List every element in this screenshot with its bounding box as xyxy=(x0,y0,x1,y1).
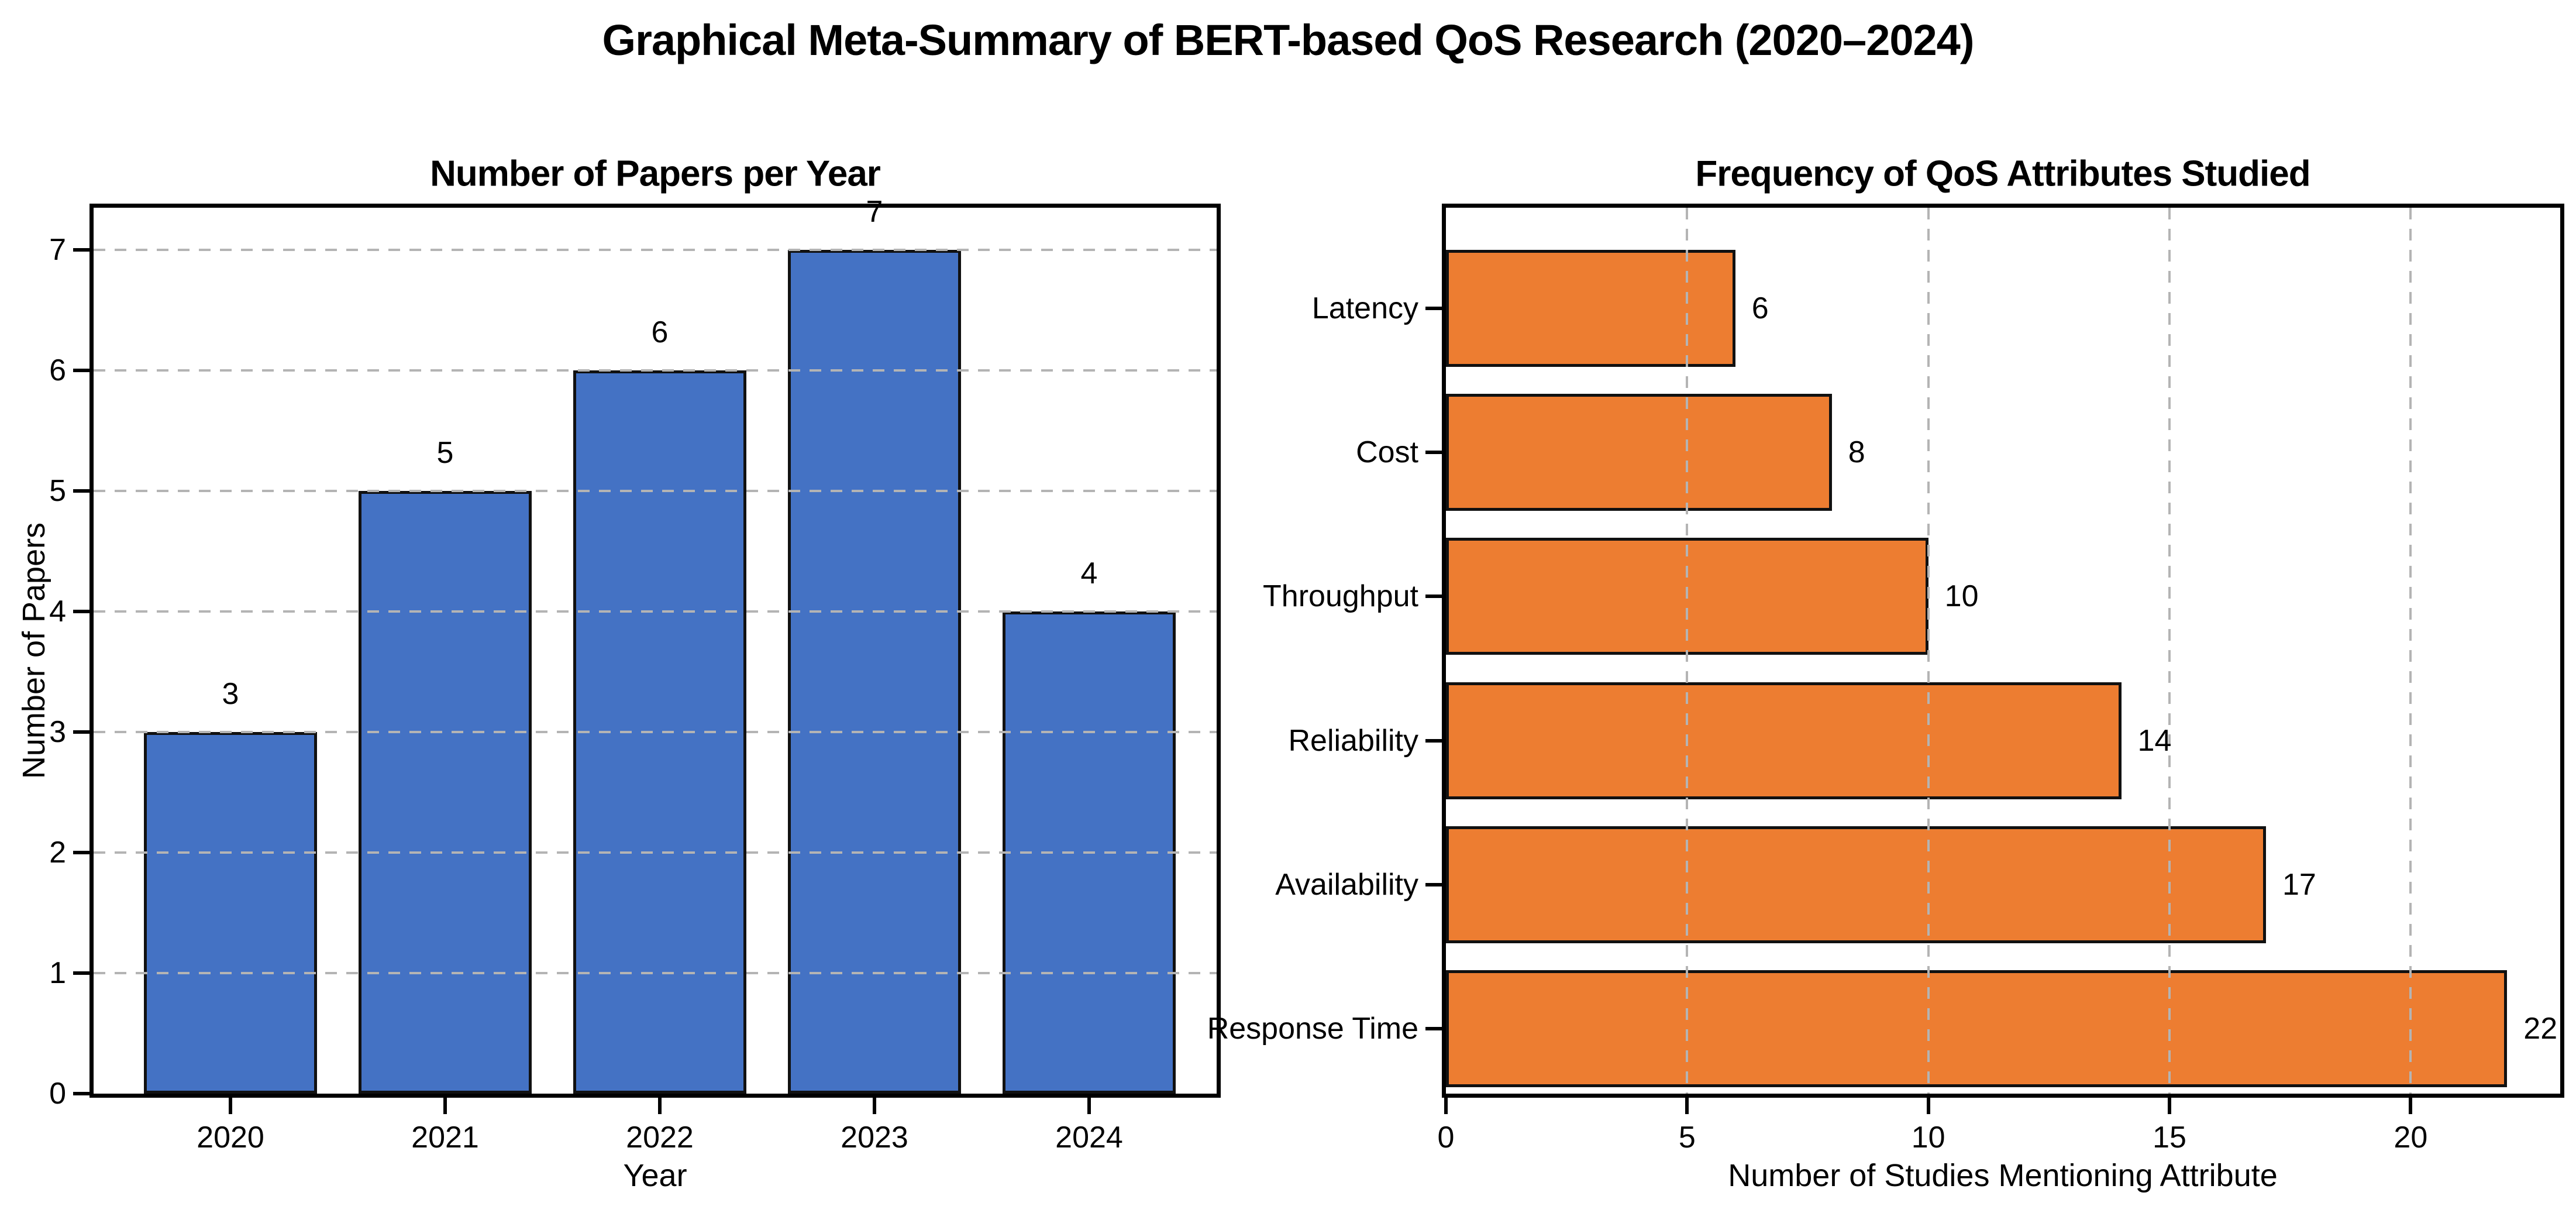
right-y-tick-mark xyxy=(1425,307,1442,310)
left-y-tick-label: 4 xyxy=(49,595,66,629)
left-y-tick-mark xyxy=(73,248,89,252)
left-y-tick-mark xyxy=(73,730,89,734)
right-x-tick-mark xyxy=(1685,1098,1689,1114)
left-y-tick-label: 6 xyxy=(49,353,66,388)
left-xaxis-title: Year xyxy=(623,1158,687,1193)
left-x-tick-label: 2024 xyxy=(1055,1121,1123,1154)
right-bar-value-label: 8 xyxy=(1848,435,1865,469)
left-x-tick-label: 2021 xyxy=(411,1121,479,1154)
right-y-tick-mark xyxy=(1425,883,1442,886)
right-xaxis-title: Number of Studies Mentioning Attribute xyxy=(1728,1158,2278,1193)
figure-title: Graphical Meta-Summary of BERT-based QoS… xyxy=(602,16,1975,64)
right-bar-value-label: 14 xyxy=(2137,724,2172,758)
left-y-tick-label: 3 xyxy=(49,715,66,750)
left-x-tick-label: 2022 xyxy=(626,1121,694,1154)
left-y-tick-label: 7 xyxy=(49,233,66,267)
left-plot-area xyxy=(89,204,1221,1098)
gridline-y-6 xyxy=(94,369,1217,372)
left-y-tick-label: 0 xyxy=(49,1077,66,1111)
left-y-tick-mark xyxy=(73,971,89,975)
right-x-tick-label: 0 xyxy=(1437,1121,1455,1154)
left-y-tick-mark xyxy=(73,489,89,493)
bar-response-time xyxy=(1446,970,2508,1087)
bar-cost xyxy=(1446,394,1832,511)
right-x-tick-mark xyxy=(1444,1098,1448,1114)
left-bar-value-label: 5 xyxy=(436,436,454,470)
gridline-y-7 xyxy=(94,249,1217,252)
right-y-tick-label: Cost xyxy=(1356,435,1418,469)
bar-2023 xyxy=(788,250,961,1094)
left-x-tick-mark xyxy=(443,1098,447,1114)
left-yaxis-title: Number of Papers xyxy=(16,522,51,779)
right-y-tick-label: Throughput xyxy=(1263,579,1418,613)
right-x-tick-label: 20 xyxy=(2394,1121,2428,1154)
right-y-tick-label: Response Time xyxy=(1207,1012,1418,1046)
gridline-x-10 xyxy=(1927,208,1930,1094)
right-plot-area xyxy=(1442,204,2564,1098)
left-bar-value-label: 4 xyxy=(1080,556,1098,591)
bar-latency xyxy=(1446,250,1735,367)
right-bar-value-label: 17 xyxy=(2282,868,2316,902)
gridline-x-5 xyxy=(1686,208,1689,1094)
bar-2020 xyxy=(144,732,317,1094)
right-y-tick-label: Reliability xyxy=(1288,724,1418,758)
right-x-tick-label: 10 xyxy=(1911,1121,1945,1154)
right-y-tick-label: Latency xyxy=(1311,291,1418,325)
bar-2021 xyxy=(359,491,532,1094)
right-x-tick-label: 15 xyxy=(2153,1121,2186,1154)
left-x-tick-mark xyxy=(658,1098,662,1114)
gridline-y-5 xyxy=(94,490,1217,493)
left-bar-value-label: 6 xyxy=(651,315,669,350)
left-y-tick-label: 2 xyxy=(49,836,66,870)
gridline-y-1 xyxy=(94,972,1217,974)
right-bar-value-label: 22 xyxy=(2523,1012,2558,1046)
gridline-y-2 xyxy=(94,851,1217,854)
right-x-tick-label: 5 xyxy=(1678,1121,1696,1154)
left-x-tick-mark xyxy=(229,1098,232,1114)
left-bar-value-label: 3 xyxy=(222,677,239,712)
right-x-tick-mark xyxy=(2168,1098,2171,1114)
left-y-tick-mark xyxy=(73,1092,89,1095)
right-x-tick-mark xyxy=(2409,1098,2413,1114)
left-x-tick-mark xyxy=(1087,1098,1091,1114)
right-y-tick-label: Availability xyxy=(1275,868,1418,902)
right-x-tick-mark xyxy=(1926,1098,1930,1114)
left-x-tick-mark xyxy=(873,1098,876,1114)
right-y-tick-mark xyxy=(1425,595,1442,598)
left-chart-title: Number of Papers per Year xyxy=(430,153,881,194)
left-x-tick-label: 2020 xyxy=(197,1121,264,1154)
bar-reliability xyxy=(1446,682,2122,799)
left-y-tick-label: 5 xyxy=(49,474,66,508)
right-y-tick-mark xyxy=(1425,451,1442,454)
left-y-tick-mark xyxy=(73,369,89,373)
gridline-y-4 xyxy=(94,610,1217,613)
left-x-tick-label: 2023 xyxy=(841,1121,908,1154)
gridline-x-15 xyxy=(2168,208,2171,1094)
right-bar-value-label: 6 xyxy=(1751,291,1769,325)
right-y-tick-mark xyxy=(1425,739,1442,743)
right-chart-title: Frequency of QoS Attributes Studied xyxy=(1695,153,2310,194)
gridline-x-20 xyxy=(2409,208,2412,1094)
left-y-tick-mark xyxy=(73,851,89,855)
right-bar-value-label: 10 xyxy=(1944,579,1979,613)
left-y-tick-label: 1 xyxy=(49,956,66,990)
bar-availability xyxy=(1446,826,2266,943)
left-y-tick-mark xyxy=(73,610,89,614)
right-y-tick-mark xyxy=(1425,1027,1442,1030)
gridline-y-3 xyxy=(94,731,1217,734)
left-bar-value-label: 7 xyxy=(866,195,883,229)
